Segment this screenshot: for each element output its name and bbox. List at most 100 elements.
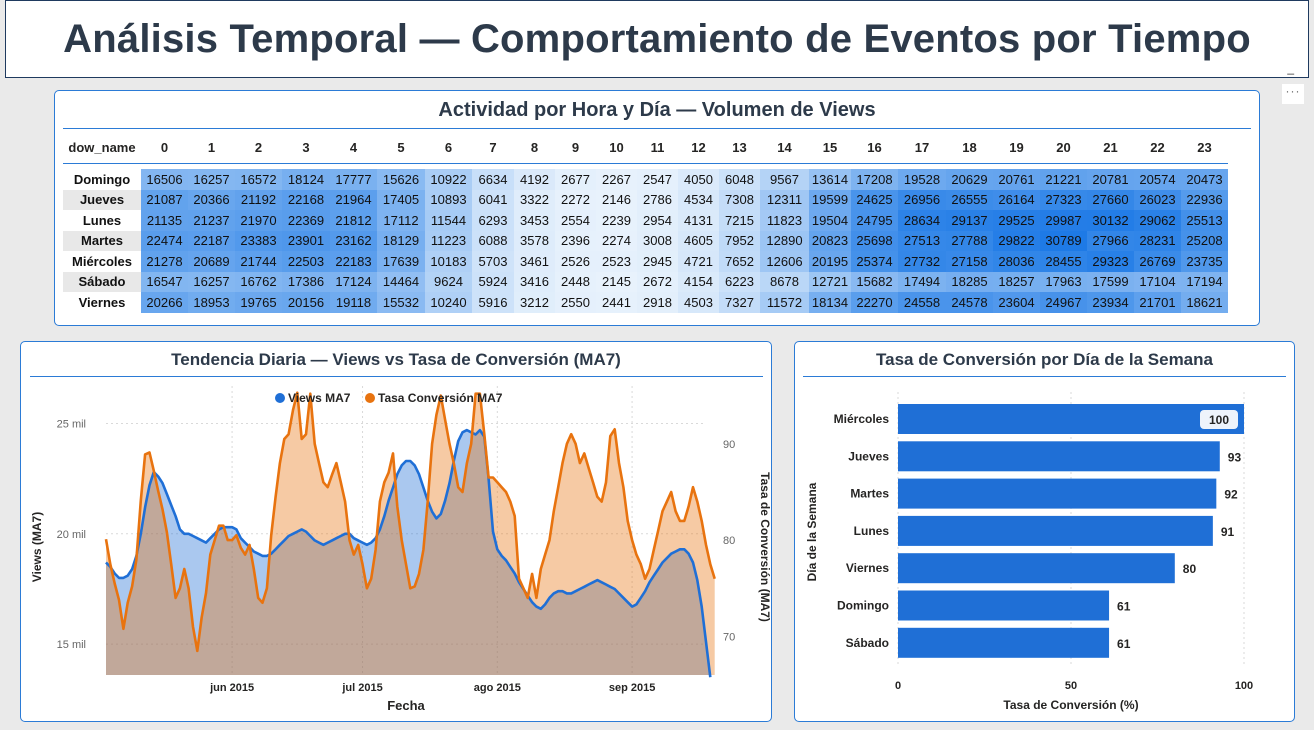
heatmap-cell: 2554 <box>555 210 596 231</box>
heatmap-panel: Actividad por Hora y Día — Volumen de Vi… <box>54 90 1260 326</box>
heatmap-cell: 17194 <box>1181 271 1228 292</box>
heatmap-cell: 7215 <box>719 210 760 231</box>
bar-value-badge <box>1200 410 1238 429</box>
heatmap-cell: 21221 <box>1040 169 1087 190</box>
heatmap-cell: 21135 <box>141 210 188 231</box>
heatmap-row: Lunes 21135 21237 21970 22369 21812 17112 11544… <box>63 210 1228 231</box>
heatmap-cell: 18953 <box>188 292 235 313</box>
heatmap-cell: 20266 <box>141 292 188 313</box>
heatmap-cell: 20473 <box>1181 169 1228 190</box>
bar-value-label: 61 <box>1117 637 1131 651</box>
heatmap-cell: 15682 <box>851 271 898 292</box>
x-axis-title: Tasa de Conversión (%) <box>1003 698 1138 712</box>
heatmap-cell: 19504 <box>809 210 851 231</box>
heatmap-cell: 4721 <box>678 251 719 272</box>
heatmap-cell: 2441 <box>596 292 637 313</box>
heatmap-cell: 13614 <box>809 169 851 190</box>
heatmap-cell: 20574 <box>1134 169 1181 190</box>
heatmap-hour-header: 7 <box>489 140 497 156</box>
heatmap-cell: 7952 <box>719 230 760 251</box>
heatmap-cell: 4050 <box>678 169 719 190</box>
heatmap-cell: 22936 <box>1181 189 1228 210</box>
heatmap-cell: 3578 <box>514 230 555 251</box>
heatmap-cell: 26164 <box>993 189 1040 210</box>
heatmap-cell: 21970 <box>235 210 282 231</box>
heatmap-cell: 14464 <box>377 271 425 292</box>
bar <box>898 553 1175 584</box>
legend-conversion-label: Tasa Conversión MA7 <box>378 391 503 405</box>
heatmap-cell: 8678 <box>760 271 809 292</box>
heatmap-hour-header: 14 <box>777 140 792 156</box>
heatmap-cell: 11572 <box>760 292 809 313</box>
heatmap-cell: 20761 <box>993 169 1040 190</box>
heatmap-cell: 16762 <box>235 271 282 292</box>
heatmap-cell: 24578 <box>946 292 993 313</box>
heatmap-cell: 6634 <box>472 169 514 190</box>
bar-value-label: 100 <box>1209 413 1229 427</box>
heatmap-cell: 22168 <box>282 189 330 210</box>
heatmap-day-label: Sábado <box>63 271 141 292</box>
heatmap-hour-header: 3 <box>302 140 310 156</box>
heatmap-cell: 17599 <box>1087 271 1134 292</box>
bars-chart: 0 50 100 Miércoles 100 Jueves 93 Martes 92 Lunes 9… <box>805 392 1253 712</box>
heatmap-cell: 21744 <box>235 251 282 272</box>
heatmap-cell: 26769 <box>1134 251 1181 272</box>
heatmap-cell: 20195 <box>809 251 851 272</box>
heatmap-cell: 3008 <box>637 230 678 251</box>
heatmap-hour-header: 8 <box>530 140 539 156</box>
heatmap-cell: 2145 <box>596 271 637 292</box>
heatmap-cell: 12721 <box>809 271 851 292</box>
heatmap-hour-header: 5 <box>397 140 405 156</box>
minimize-icon[interactable]: _ <box>1287 61 1294 75</box>
heatmap-cell: 24558 <box>898 292 946 313</box>
heatmap-cell: 2526 <box>555 251 596 272</box>
heatmap-cell: 2523 <box>596 251 637 272</box>
heatmap-hour-header: 1 <box>207 140 216 156</box>
heatmap-cell: 7652 <box>719 251 760 272</box>
heatmap-cell: 10893 <box>425 189 472 210</box>
heatmap-cell: 2550 <box>555 292 596 313</box>
heatmap-cell: 18134 <box>809 292 851 313</box>
heatmap-cell: 2272 <box>555 189 596 210</box>
heatmap-cell: 27513 <box>898 230 946 251</box>
heatmap-cell: 26555 <box>946 189 993 210</box>
heatmap-cell: 17208 <box>851 169 898 190</box>
heatmap-cell: 17112 <box>377 210 425 231</box>
heatmap-day-label: Martes <box>63 230 141 251</box>
x-tick-label: jun 2015 <box>209 682 254 694</box>
heatmap-hour-header: 17 <box>914 140 930 156</box>
heatmap-cell: 5703 <box>472 251 514 272</box>
heatmap-day-label: Domingo <box>73 171 131 187</box>
heatmap-cell: 21192 <box>235 189 282 210</box>
heatmap-cell: 22474 <box>141 230 188 251</box>
more-options-icon[interactable]: ··· <box>1282 84 1304 104</box>
heatmap-cell: 22503 <box>282 251 330 272</box>
heatmap-cell: 29323 <box>1087 251 1134 272</box>
heatmap-cell: 4503 <box>678 292 719 313</box>
heatmap-cell: 12890 <box>760 230 809 251</box>
heatmap-cell: 27323 <box>1040 189 1087 210</box>
heatmap-hour-header: 2 <box>254 140 263 156</box>
heatmap-hour-header: 22 <box>1150 140 1165 156</box>
bar-category-label: Domingo <box>837 599 889 613</box>
bar <box>898 441 1220 472</box>
y2-axis-title: Tasa de Conversión (MA7) <box>758 472 772 622</box>
heatmap-cell: 25698 <box>851 230 898 251</box>
heatmap-cell: 24795 <box>851 210 898 231</box>
heatmap-cell: 17124 <box>330 271 377 292</box>
heatmap-cell: 18257 <box>993 271 1040 292</box>
heatmap-cell: 17386 <box>282 271 330 292</box>
x-axis-title: Fecha <box>387 698 425 713</box>
heatmap-hour-header: 13 <box>732 140 747 156</box>
heatmap-cell: 28231 <box>1134 230 1181 251</box>
heatmap-cell: 2918 <box>637 292 678 313</box>
bar-category-label: Jueves <box>848 449 889 463</box>
heatmap-cell: 21087 <box>141 189 188 210</box>
heatmap-cell: 20781 <box>1087 169 1134 190</box>
heatmap-cell: 21237 <box>188 210 235 231</box>
heatmap-cell: 10240 <box>425 292 472 313</box>
heatmap-cell: 2945 <box>637 251 678 272</box>
heatmap-cell: 19118 <box>330 292 377 313</box>
heatmap-cell: 20629 <box>946 169 993 190</box>
y-tick-label: 15 mil <box>57 639 86 651</box>
